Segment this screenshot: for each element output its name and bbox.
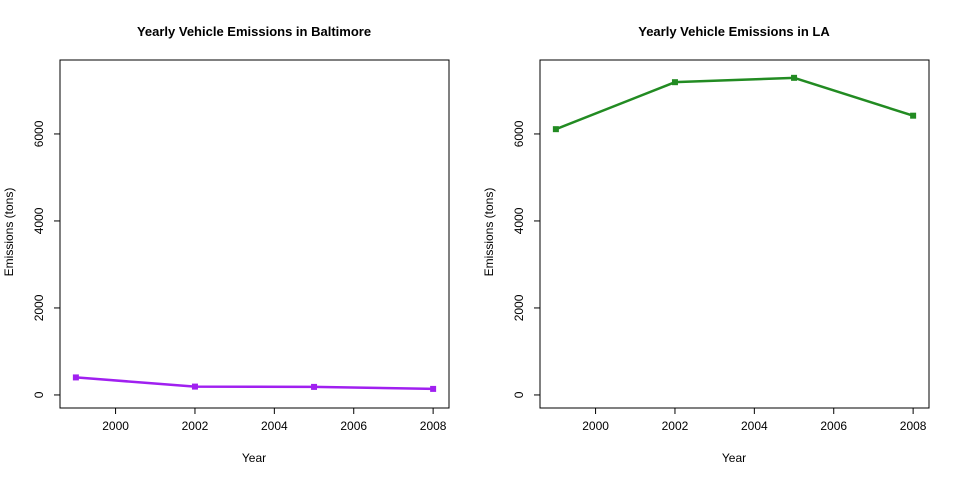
la-x-ticks: 2000 2002 2004 2006 2008: [582, 407, 927, 433]
baltimore-x-tick-label: 2006: [340, 419, 367, 433]
baltimore-y-axis-label: Emissions (tons): [2, 188, 16, 277]
baltimore-x-tick-label: 2000: [102, 419, 129, 433]
baltimore-y-tick-label: 6000: [32, 120, 46, 147]
baltimore-y-ticks: 0 2000 4000 6000: [32, 120, 61, 398]
la-x-tick-label: 2008: [900, 419, 927, 433]
la-x-tick-label: 2002: [662, 419, 689, 433]
baltimore-y-tick-label: 0: [32, 391, 46, 398]
la-y-tick-label: 6000: [512, 120, 526, 147]
la-y-tick-label: 4000: [512, 207, 526, 234]
la-x-tick-label: 2004: [741, 419, 768, 433]
la-y-axis-label: Emissions (tons): [482, 188, 496, 277]
la-series: [552, 74, 917, 133]
baltimore-x-axis-label: Year: [242, 451, 266, 465]
la-x-tick-label: 2006: [820, 419, 847, 433]
la-data-point: [791, 74, 798, 81]
baltimore-data-point: [72, 374, 79, 381]
baltimore-data-point: [430, 385, 437, 392]
la-chart-title: Yearly Vehicle Emissions in LA: [638, 24, 830, 39]
baltimore-x-tick-label: 2004: [261, 419, 288, 433]
baltimore-x-tick-label: 2002: [182, 419, 209, 433]
la-y-tick-label: 2000: [512, 294, 526, 321]
la-y-tick-label: 0: [512, 391, 526, 398]
baltimore-series-line: [75, 376, 434, 391]
la-data-point: [552, 126, 559, 133]
baltimore-series: [72, 374, 437, 392]
baltimore-plot-frame: [59, 59, 450, 409]
baltimore-data-point: [311, 383, 318, 390]
baltimore-data-point: [191, 383, 198, 390]
la-series-line: [555, 76, 914, 131]
la-x-axis-label: Year: [722, 451, 746, 465]
la-x-tick-label: 2000: [582, 419, 609, 433]
la-data-point: [671, 79, 678, 86]
baltimore-y-tick-label: 4000: [32, 207, 46, 234]
baltimore-y-tick-label: 2000: [32, 294, 46, 321]
baltimore-chart-title: Yearly Vehicle Emissions in Baltimore: [137, 24, 371, 39]
la-panel: Yearly Vehicle Emissions in LA 2000 2002 2…: [482, 24, 930, 465]
la-data-point: [910, 112, 917, 119]
la-y-ticks: 0 2000 4000 6000: [512, 120, 541, 398]
baltimore-panel: Yearly Vehicle Emissions in Baltimore 20…: [2, 24, 450, 465]
baltimore-x-tick-label: 2008: [420, 419, 447, 433]
baltimore-x-ticks: 2000 2002 2004 2006 2008: [102, 407, 447, 433]
